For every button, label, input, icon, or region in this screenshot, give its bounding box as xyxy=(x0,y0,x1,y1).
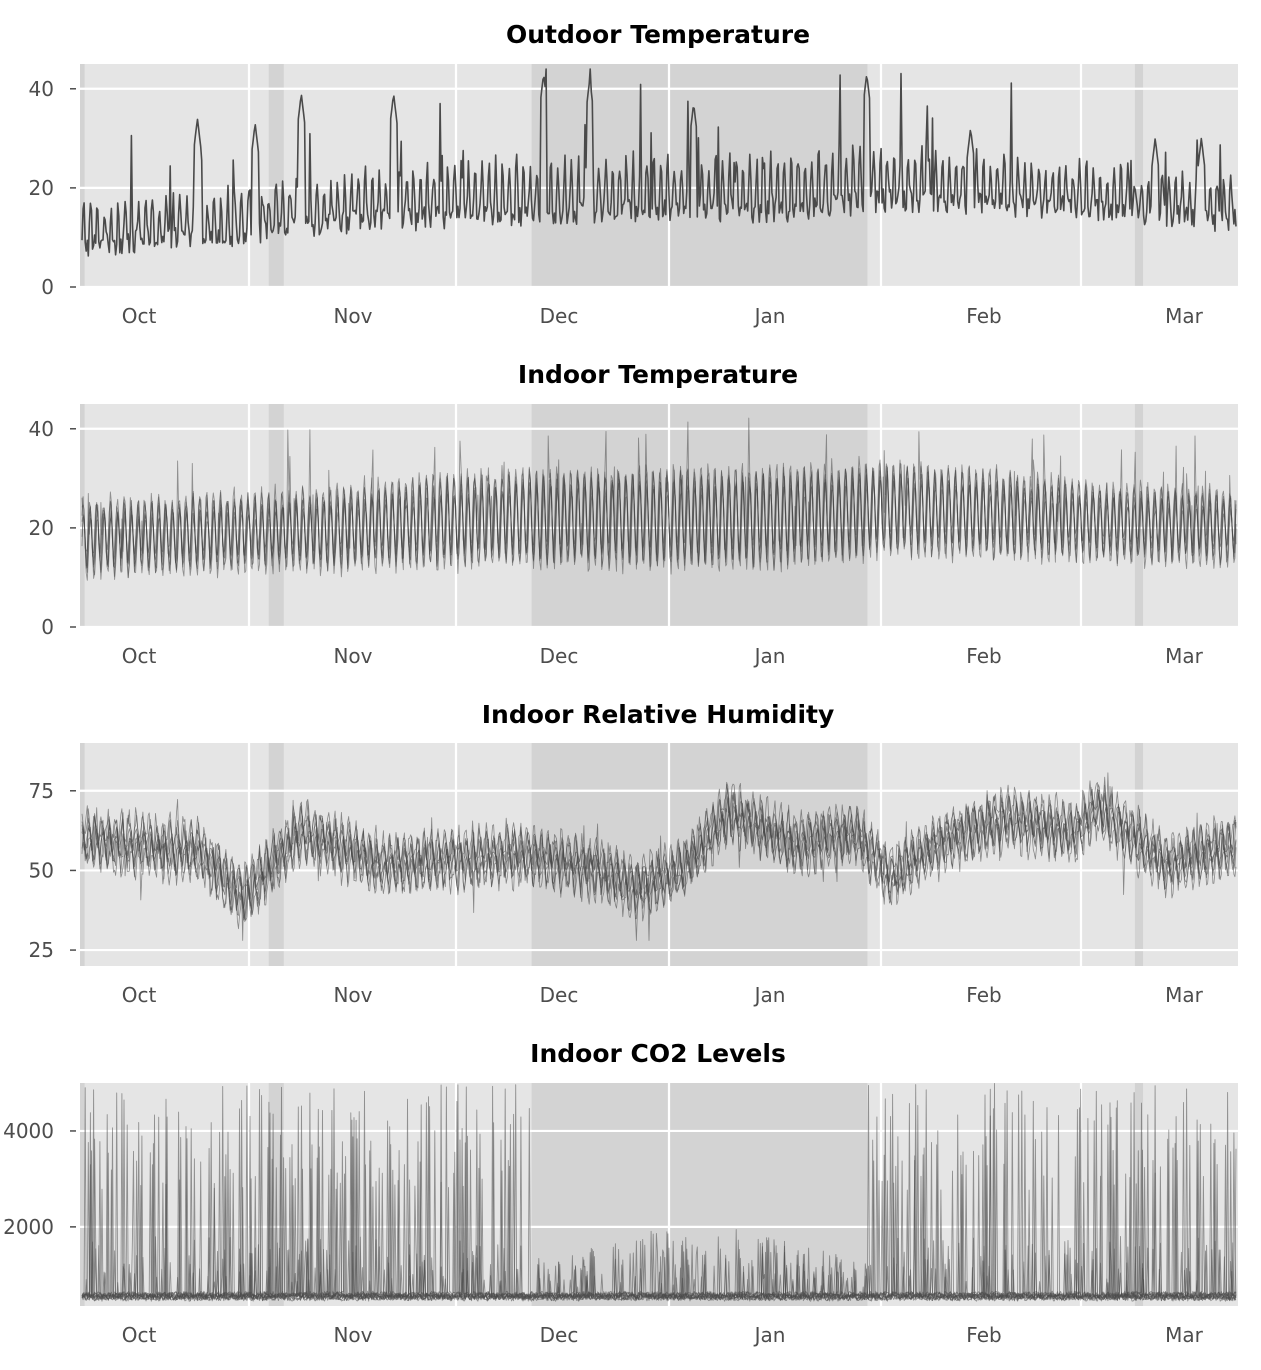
x-axis: Oct Nov Dec Jan Feb Mar xyxy=(122,304,1204,328)
x-tick-label: Oct xyxy=(122,983,157,1007)
shaded-period xyxy=(1134,64,1144,287)
x-tick-label: Feb xyxy=(966,304,1001,328)
y-tick-label: 40 xyxy=(29,77,54,101)
y-tick-label: 4000 xyxy=(3,1119,54,1143)
y-axis: 2000 4000 xyxy=(3,1119,76,1239)
x-tick-label: Feb xyxy=(966,1323,1001,1347)
x-tick-label: Oct xyxy=(122,304,157,328)
x-tick-label: Nov xyxy=(333,304,372,328)
x-tick-label: Nov xyxy=(333,1323,372,1347)
series-line xyxy=(81,1085,1237,1298)
y-tick-label: 0 xyxy=(41,275,54,299)
x-tick-label: Jan xyxy=(753,644,786,668)
series-line xyxy=(81,800,1237,923)
x-tick-label: Feb xyxy=(966,644,1001,668)
shaded-period xyxy=(80,743,85,966)
x-tick-label: Jan xyxy=(753,1323,786,1347)
x-tick-label: Jan xyxy=(753,983,786,1007)
data-lines xyxy=(81,68,1237,257)
shaded-period xyxy=(531,64,671,287)
y-tick-label: 50 xyxy=(29,858,54,882)
series-line xyxy=(81,68,1237,257)
series-line xyxy=(81,800,1237,921)
y-tick-label: 20 xyxy=(29,176,54,200)
y-tick-label: 40 xyxy=(29,417,54,441)
x-tick-label: Feb xyxy=(966,983,1001,1007)
x-tick-label: Dec xyxy=(540,983,579,1007)
x-tick-label: Oct xyxy=(122,644,157,668)
y-tick-label: 20 xyxy=(29,516,54,540)
series-line xyxy=(81,1084,1237,1298)
panel-outdoor-temperature: Outdoor Temperature 0 20 40 Oct Nov Dec Jan Fe… xyxy=(29,20,1238,328)
panel-indoor-relative-humidity: Indoor Relative Humidity 25 50 75 Oct Nov De… xyxy=(29,700,1238,1007)
x-tick-label: Dec xyxy=(540,1323,579,1347)
series-line xyxy=(81,429,1237,561)
x-axis: Oct Nov Dec Jan Feb Mar xyxy=(122,1323,1204,1347)
series-line xyxy=(81,776,1237,891)
x-tick-label: Mar xyxy=(1165,304,1204,328)
chart-title: Indoor Relative Humidity xyxy=(482,700,835,729)
x-axis: Oct Nov Dec Jan Feb Mar xyxy=(122,983,1204,1007)
panel-indoor-temperature: Indoor Temperature 0 20 40 Oct Nov Dec Jan Feb… xyxy=(29,360,1238,668)
y-tick-label: 75 xyxy=(29,779,54,803)
x-tick-label: Dec xyxy=(540,304,579,328)
data-lines xyxy=(81,417,1237,581)
x-tick-label: Dec xyxy=(540,644,579,668)
x-tick-label: Nov xyxy=(333,644,372,668)
shaded-period xyxy=(80,64,85,287)
shaded-period xyxy=(268,64,284,287)
y-tick-label: 2000 xyxy=(3,1215,54,1239)
chart-title: Indoor CO2 Levels xyxy=(530,1039,786,1068)
y-axis: 0 20 40 xyxy=(29,417,76,639)
shaded-period xyxy=(531,1083,671,1306)
shaded-period xyxy=(531,743,671,966)
x-tick-label: Nov xyxy=(333,983,372,1007)
data-lines xyxy=(81,772,1237,941)
y-axis: 0 20 40 xyxy=(29,77,76,299)
chart-title: Outdoor Temperature xyxy=(506,20,810,49)
y-axis: 25 50 75 xyxy=(29,779,76,962)
panel-indoor-co2-levels: Indoor CO2 Levels 2000 4000 Oct Nov Dec Jan F… xyxy=(3,1039,1238,1347)
y-tick-label: 25 xyxy=(29,938,54,962)
y-tick-label: 0 xyxy=(41,615,54,639)
x-axis: Oct Nov Dec Jan Feb Mar xyxy=(122,644,1204,668)
x-tick-label: Mar xyxy=(1165,644,1204,668)
x-tick-label: Mar xyxy=(1165,983,1204,1007)
shaded-period xyxy=(80,1083,85,1306)
x-tick-label: Oct xyxy=(122,1323,157,1347)
chart-title: Indoor Temperature xyxy=(518,360,798,389)
x-tick-label: Mar xyxy=(1165,1323,1204,1347)
data-lines xyxy=(81,1082,1237,1302)
x-tick-label: Jan xyxy=(753,304,786,328)
